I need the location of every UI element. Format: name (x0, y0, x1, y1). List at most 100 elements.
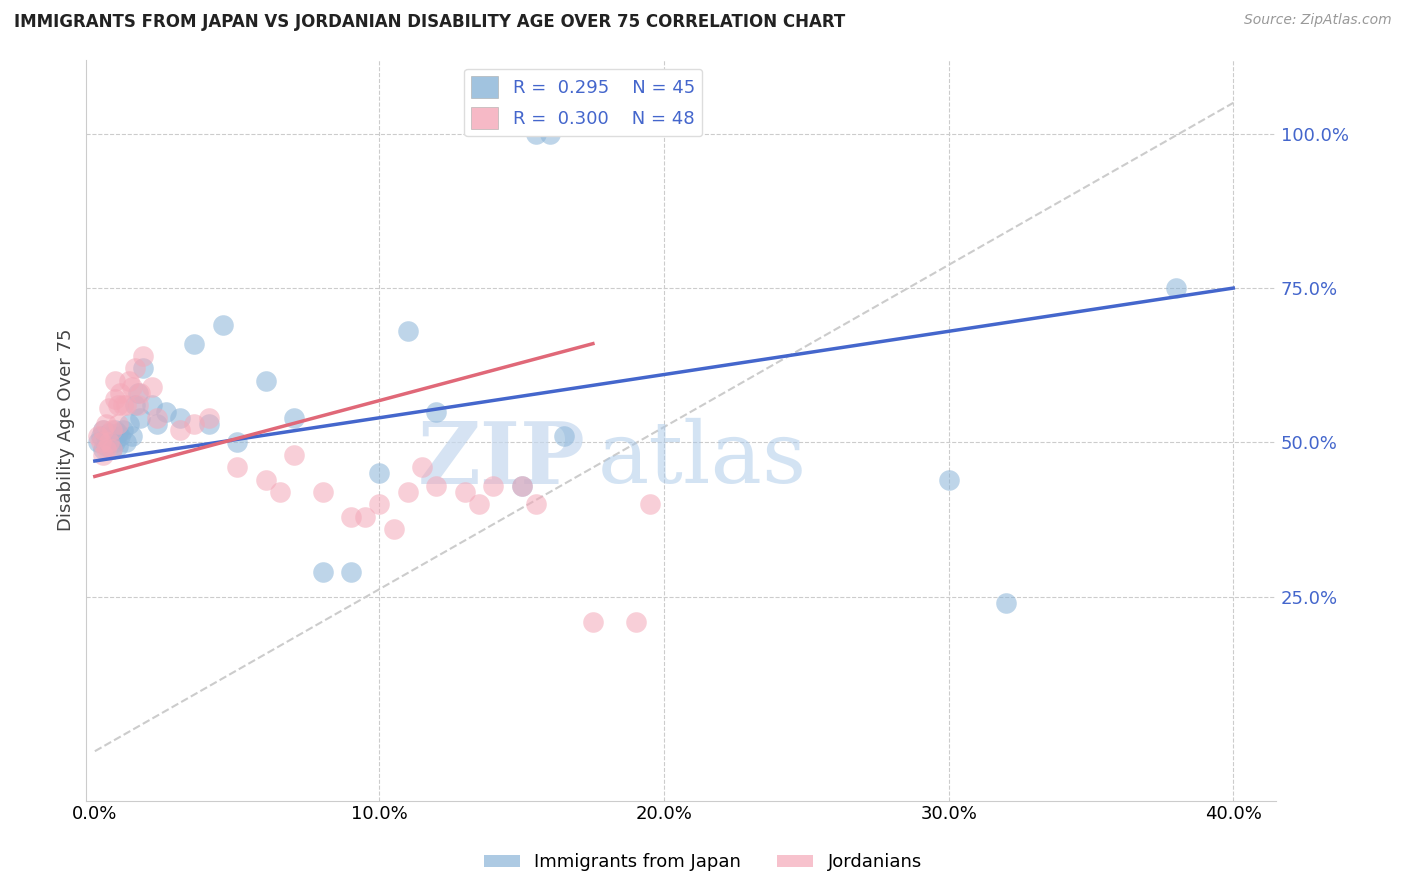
Point (311, 484, 333, 499)
Point (169, 423, 191, 437)
Point (110, 429, 132, 443)
Point (115, 398, 138, 412)
Point (98, 435, 121, 450)
Point (340, 565, 363, 579)
Point (112, 423, 135, 437)
Point (101, 423, 124, 437)
Point (115, 435, 138, 450)
Point (354, 509, 377, 524)
Point (283, 448, 305, 462)
Point (86, 429, 108, 443)
Point (96, 433, 118, 447)
Point (396, 484, 419, 499)
Point (101, 442, 124, 456)
Point (368, 497, 391, 511)
Point (127, 386, 149, 401)
Point (107, 426, 129, 441)
Point (197, 417, 219, 431)
Point (582, 615, 605, 629)
Point (396, 324, 419, 338)
Point (524, 127, 547, 141)
Point (124, 398, 146, 412)
Point (146, 410, 169, 425)
Point (311, 565, 333, 579)
Point (127, 398, 149, 412)
Legend: R =  0.295    N = 45, R =  0.300    N = 48: R = 0.295 N = 45, R = 0.300 N = 48 (464, 69, 703, 136)
Point (269, 484, 291, 499)
Point (510, 478, 533, 492)
Point (112, 398, 135, 412)
Point (994, 596, 1017, 610)
Point (104, 374, 127, 388)
Point (98, 426, 121, 441)
Point (93, 448, 115, 462)
Point (96, 417, 118, 431)
Point (107, 398, 129, 412)
Point (510, 478, 533, 492)
Point (93, 442, 115, 456)
Point (183, 336, 205, 351)
Point (132, 349, 155, 363)
Point (121, 380, 143, 394)
Point (86, 435, 108, 450)
Point (254, 374, 277, 388)
Point (197, 410, 219, 425)
Text: ZIP: ZIP (418, 417, 586, 502)
Text: IMMIGRANTS FROM JAPAN VS JORDANIAN DISABILITY AGE OVER 75 CORRELATION CHART: IMMIGRANTS FROM JAPAN VS JORDANIAN DISAB… (14, 13, 845, 31)
Point (129, 386, 152, 401)
Point (124, 361, 146, 376)
Point (155, 404, 177, 418)
Point (212, 318, 235, 332)
Legend: Immigrants from Japan, Jordanians: Immigrants from Japan, Jordanians (477, 847, 929, 879)
Point (624, 615, 647, 629)
Point (96, 442, 118, 456)
Point (538, 127, 561, 141)
Point (96, 438, 118, 452)
Point (89, 435, 111, 450)
Point (368, 467, 391, 481)
Point (482, 478, 505, 492)
Text: Source: ZipAtlas.com: Source: ZipAtlas.com (1244, 13, 1392, 28)
Point (104, 435, 127, 450)
Point (425, 478, 447, 492)
Point (107, 438, 129, 452)
Point (226, 460, 249, 475)
Point (93, 423, 115, 437)
Point (169, 410, 191, 425)
Point (98, 435, 121, 450)
Point (98, 401, 121, 416)
Point (638, 497, 661, 511)
Point (141, 398, 163, 412)
Point (129, 410, 152, 425)
Point (107, 417, 129, 431)
Point (340, 509, 363, 524)
Point (382, 522, 405, 536)
Point (101, 442, 124, 456)
Point (425, 404, 447, 418)
Point (110, 386, 132, 401)
Y-axis label: Disability Age Over 75: Disability Age Over 75 (58, 329, 75, 532)
Point (93, 423, 115, 437)
Point (454, 484, 477, 499)
Point (254, 473, 277, 487)
Text: atlas: atlas (598, 418, 807, 501)
Point (141, 380, 163, 394)
Point (132, 361, 155, 376)
Point (183, 417, 205, 431)
Point (226, 435, 249, 450)
Point (1166, 281, 1188, 295)
Point (89, 429, 111, 443)
Point (938, 473, 960, 487)
Point (524, 497, 547, 511)
Point (283, 410, 305, 425)
Point (121, 429, 143, 443)
Point (553, 429, 575, 443)
Point (146, 417, 169, 431)
Point (468, 497, 491, 511)
Point (118, 417, 141, 431)
Point (118, 374, 141, 388)
Point (101, 429, 124, 443)
Point (104, 392, 127, 407)
Point (411, 460, 433, 475)
Point (104, 423, 127, 437)
